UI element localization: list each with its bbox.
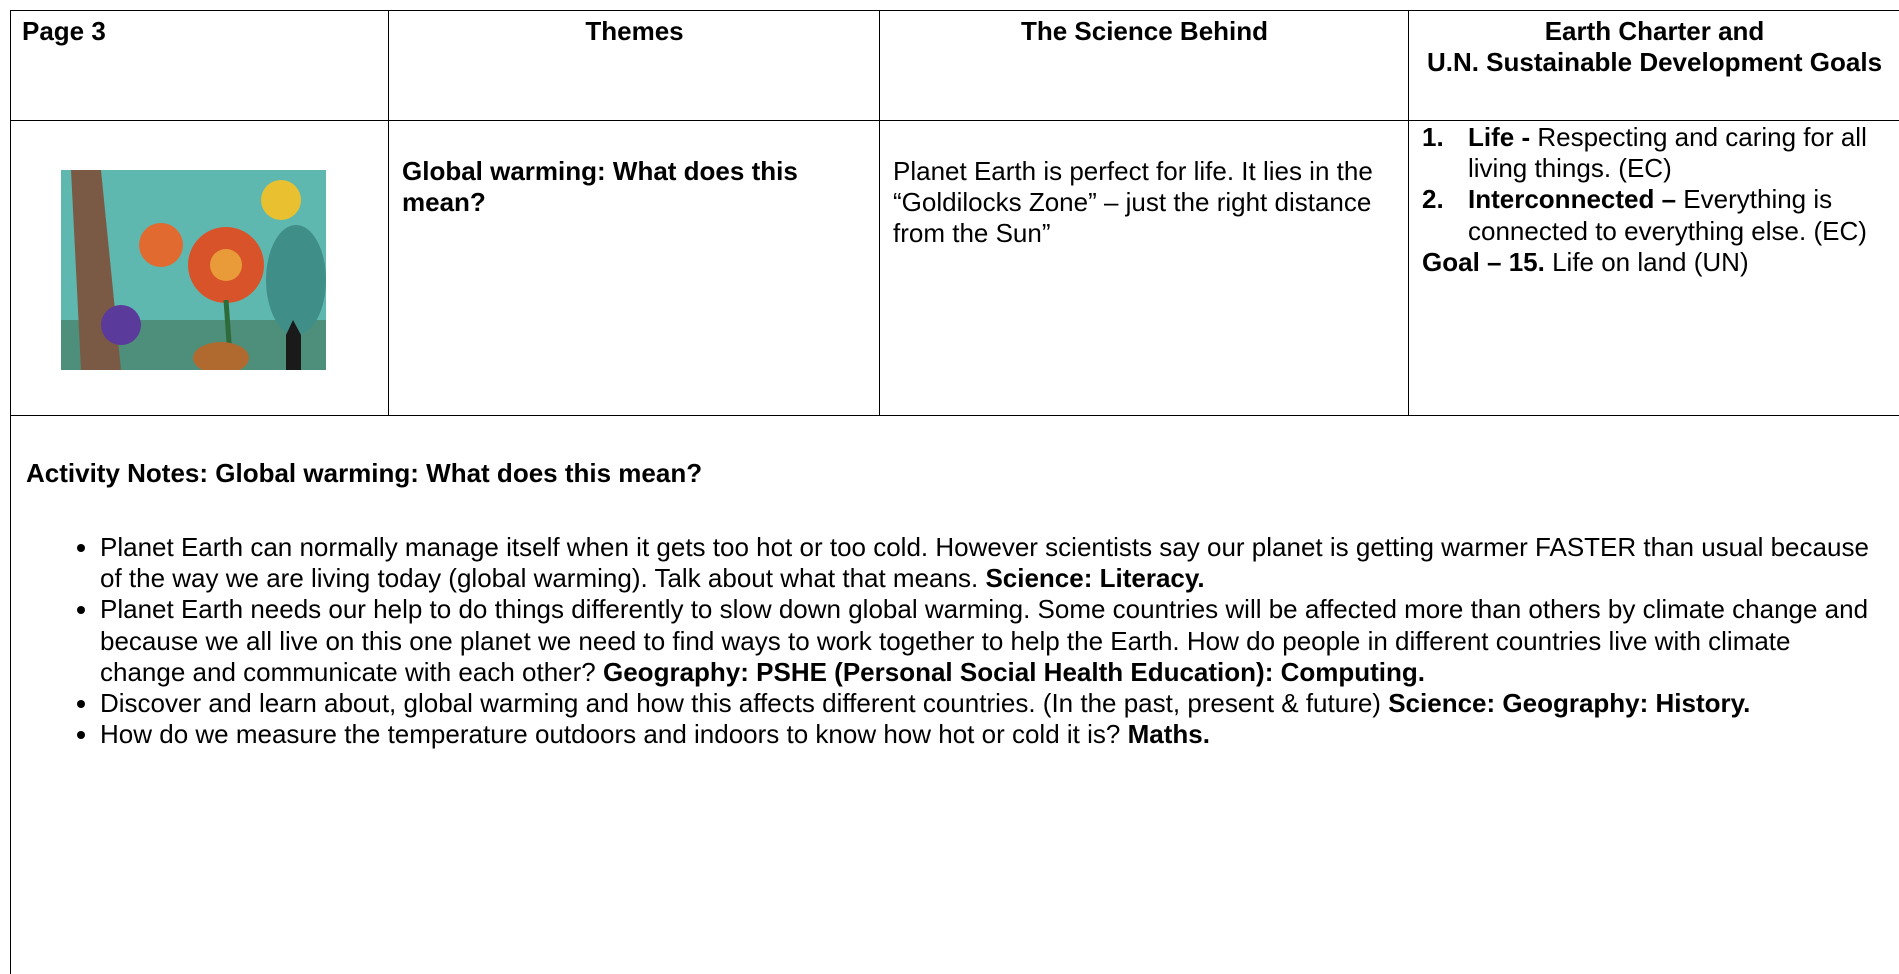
goal-number: 2. (1422, 184, 1468, 246)
page: Page 3 Themes The Science Behind Earth C… (0, 0, 1899, 974)
science-text: Planet Earth is perfect for life. It lie… (883, 152, 1403, 254)
goal-un: Goal – 15. Life on land (UN) (1422, 247, 1889, 278)
row-rule (10, 415, 1899, 417)
activity-bullet: Planet Earth needs our help to do things… (100, 594, 1879, 688)
theme-text: Global warming: What does this mean? (392, 152, 872, 222)
col-rule (879, 10, 881, 416)
goal-number: 1. (1422, 122, 1468, 184)
goal-item: 2.Interconnected – Everything is connect… (1422, 184, 1889, 246)
bullet-subjects: Geography: PSHE (Personal Social Health … (603, 657, 1425, 687)
header-goals-line: U.N. Sustainable Development Goals (1420, 47, 1889, 78)
header-science: The Science Behind (881, 12, 1408, 51)
goal-label: Life - (1468, 122, 1530, 152)
goal-body: Interconnected – Everything is connected… (1468, 184, 1889, 246)
activity-notes: Planet Earth can normally manage itself … (0, 532, 1899, 750)
goal-un-text: Life on land (UN) (1552, 247, 1749, 277)
goals-cell: 1.Life - Respecting and caring for all l… (1412, 118, 1899, 282)
goal-label: Interconnected – (1468, 184, 1676, 214)
goal-item: 1.Life - Respecting and caring for all l… (1422, 122, 1889, 184)
activity-bullet: Discover and learn about, global warming… (100, 688, 1879, 719)
goal-body: Life - Respecting and caring for all liv… (1468, 122, 1889, 184)
goals-list: 1.Life - Respecting and caring for all l… (1422, 122, 1889, 247)
header-page: Page 3 (12, 12, 388, 51)
activity-bullet: Planet Earth can normally manage itself … (100, 532, 1879, 594)
bullet-subjects: Science: Literacy. (985, 563, 1204, 593)
bullet-text: How do we measure the temperature outdoo… (100, 719, 1120, 749)
activity-bullet: How do we measure the temperature outdoo… (100, 719, 1879, 750)
header-goals: Earth Charter and U.N. Sustainable Devel… (1410, 12, 1899, 82)
painting (61, 170, 326, 370)
bullet-subjects: Maths. (1128, 719, 1210, 749)
bullet-text: Discover and learn about, global warming… (100, 688, 1381, 718)
col-rule (388, 10, 390, 416)
goal-un-label: Goal – 15. (1422, 247, 1545, 277)
activity-title: Activity Notes: Global warming: What doe… (16, 458, 1886, 489)
bullet-subjects: Science: Geography: History. (1388, 688, 1750, 718)
header-goals-line: Earth Charter and (1420, 16, 1889, 47)
header-themes: Themes (390, 12, 879, 51)
